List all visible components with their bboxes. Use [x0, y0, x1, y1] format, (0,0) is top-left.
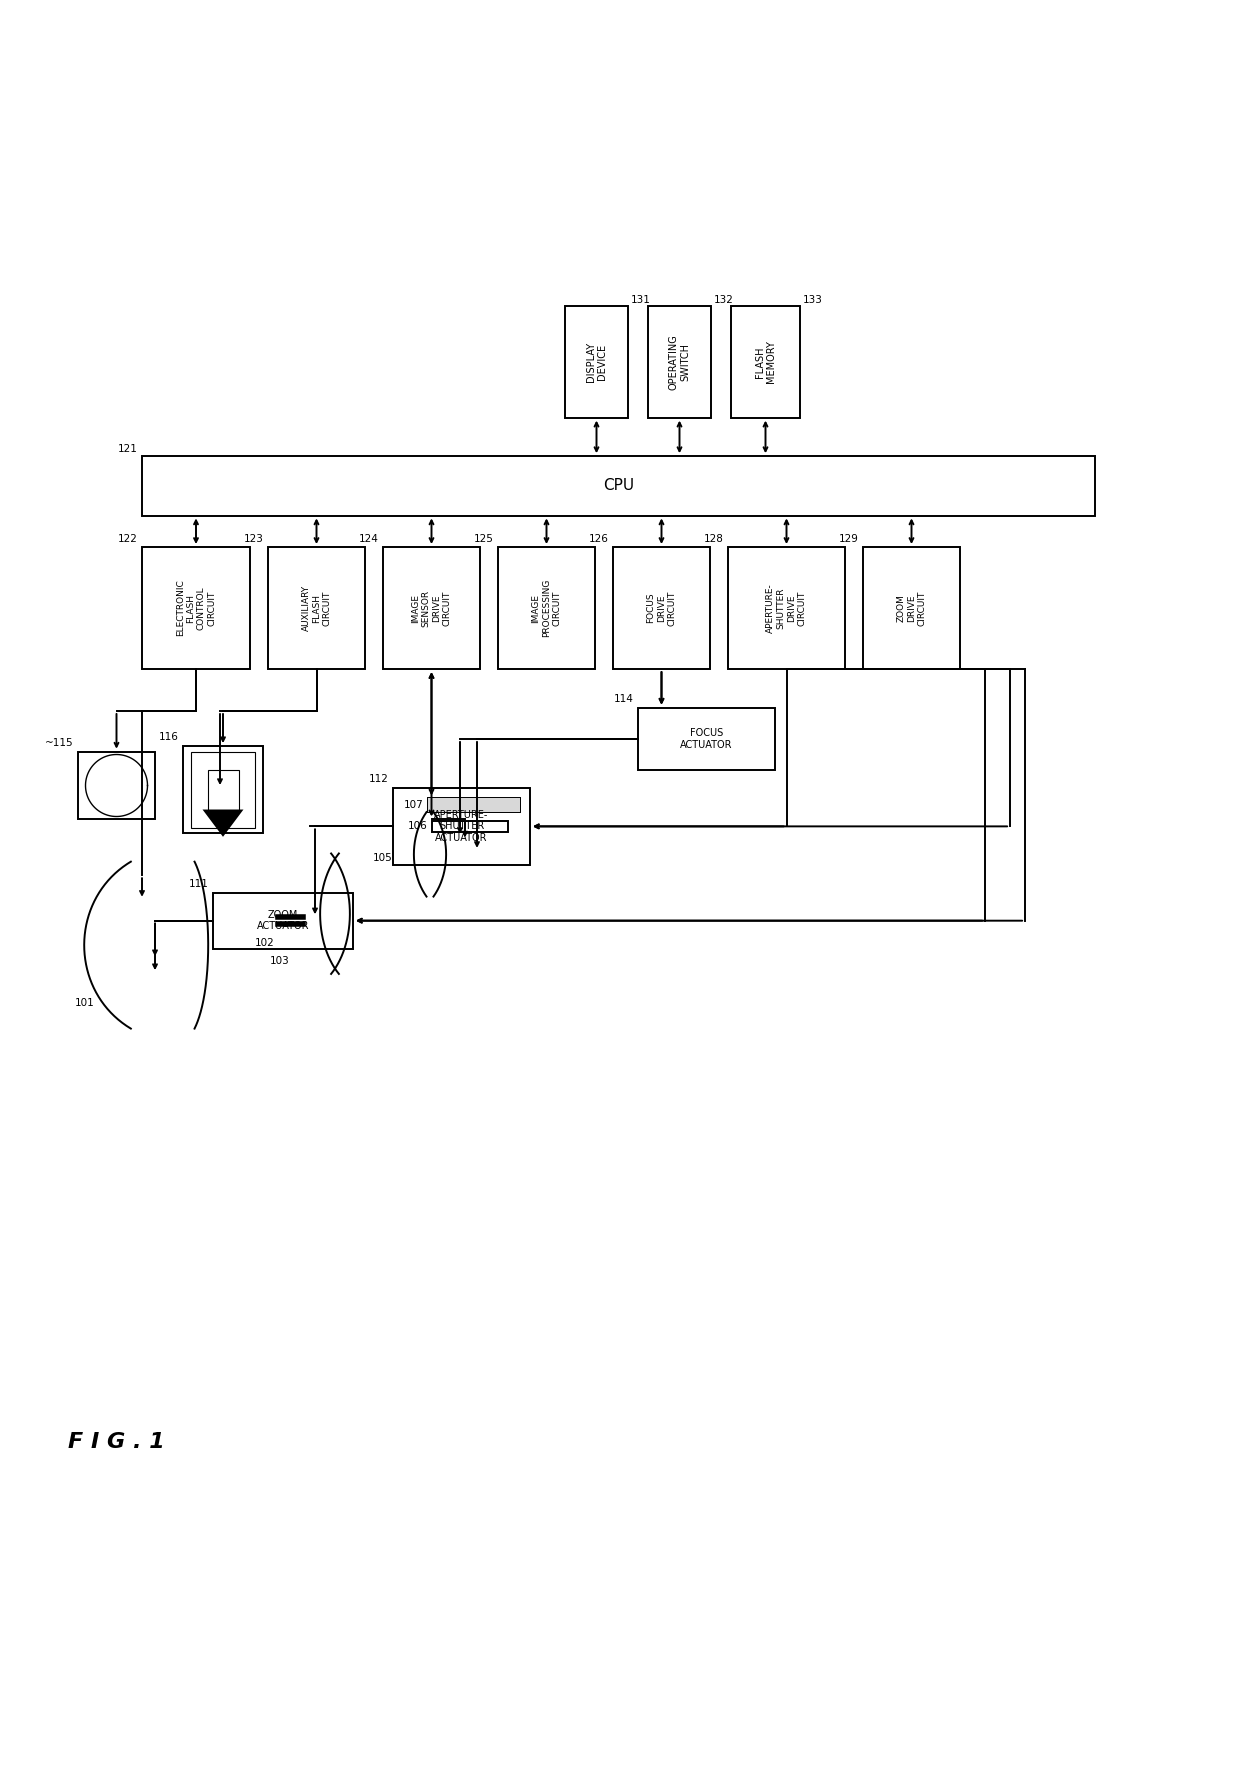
Bar [732, 305, 800, 417]
Bar [191, 751, 255, 827]
Text: ZOOM
DRIVE
CIRCUIT: ZOOM DRIVE CIRCUIT [897, 591, 926, 627]
Bar [613, 547, 711, 669]
Text: 125: 125 [474, 534, 494, 545]
Bar [498, 547, 595, 669]
Text: F I G . 1: F I G . 1 [68, 1432, 165, 1452]
Text: 133: 133 [804, 295, 823, 305]
Text: FLASH
MEMORY: FLASH MEMORY [755, 341, 776, 383]
Text: 101: 101 [76, 998, 95, 1008]
Text: 105: 105 [373, 852, 393, 863]
Text: 121: 121 [118, 444, 138, 454]
Text: CPU: CPU [603, 477, 634, 493]
Text: FOCUS
DRIVE
CIRCUIT: FOCUS DRIVE CIRCUIT [646, 591, 676, 627]
Text: 126: 126 [589, 534, 609, 545]
Polygon shape [202, 809, 243, 836]
Text: APERTURE-
SHUTTER
DRIVE
CIRCUIT: APERTURE- SHUTTER DRIVE CIRCUIT [766, 584, 806, 634]
Bar [649, 305, 711, 417]
Bar [143, 547, 250, 669]
Text: 107: 107 [404, 801, 424, 811]
Bar [639, 708, 775, 770]
Text: 129: 129 [839, 534, 859, 545]
Text: IMAGE
PROCESSING
CIRCUIT: IMAGE PROCESSING CIRCUIT [532, 579, 562, 637]
Bar [863, 547, 960, 669]
Text: AUXILIARY
FLASH
CIRCUIT: AUXILIARY FLASH CIRCUIT [301, 586, 331, 632]
Bar [268, 547, 365, 669]
Text: DISPLAY
DEVICE: DISPLAY DEVICE [585, 343, 608, 382]
Text: 103: 103 [270, 955, 290, 966]
Text: 116: 116 [159, 733, 179, 742]
Bar [383, 547, 480, 669]
Text: 123: 123 [244, 534, 264, 545]
Bar [428, 799, 520, 813]
Text: 106: 106 [408, 822, 428, 831]
Bar [393, 788, 529, 864]
Bar [184, 746, 263, 832]
Bar [565, 305, 627, 417]
Text: 111: 111 [190, 879, 210, 889]
Text: ELECTRONIC
FLASH
CONTROL
CIRCUIT: ELECTRONIC FLASH CONTROL CIRCUIT [176, 580, 216, 637]
Text: 122: 122 [118, 534, 138, 545]
Bar [728, 547, 844, 669]
Text: 124: 124 [360, 534, 379, 545]
Bar [207, 770, 238, 809]
Text: 128: 128 [704, 534, 724, 545]
Bar [143, 456, 1095, 515]
Text: ZOOM
ACTUATOR: ZOOM ACTUATOR [257, 911, 309, 932]
Text: 132: 132 [714, 295, 734, 305]
Text: 114: 114 [614, 694, 634, 705]
Bar [428, 799, 520, 813]
Text: APERTURE-
SHUTTER
ACTUATOR: APERTURE- SHUTTER ACTUATOR [434, 809, 489, 843]
Text: ~115: ~115 [46, 738, 74, 747]
Text: OPERATING
SWITCH: OPERATING SWITCH [668, 334, 691, 390]
Bar [213, 893, 353, 948]
Text: 112: 112 [370, 774, 389, 785]
Bar [432, 820, 508, 832]
Text: IMAGE
SENSOR
DRIVE
CIRCUIT: IMAGE SENSOR DRIVE CIRCUIT [412, 589, 451, 627]
Text: FOCUS
ACTUATOR: FOCUS ACTUATOR [681, 728, 733, 749]
Bar [78, 751, 155, 820]
Text: 131: 131 [631, 295, 651, 305]
Text: 102: 102 [255, 939, 275, 948]
